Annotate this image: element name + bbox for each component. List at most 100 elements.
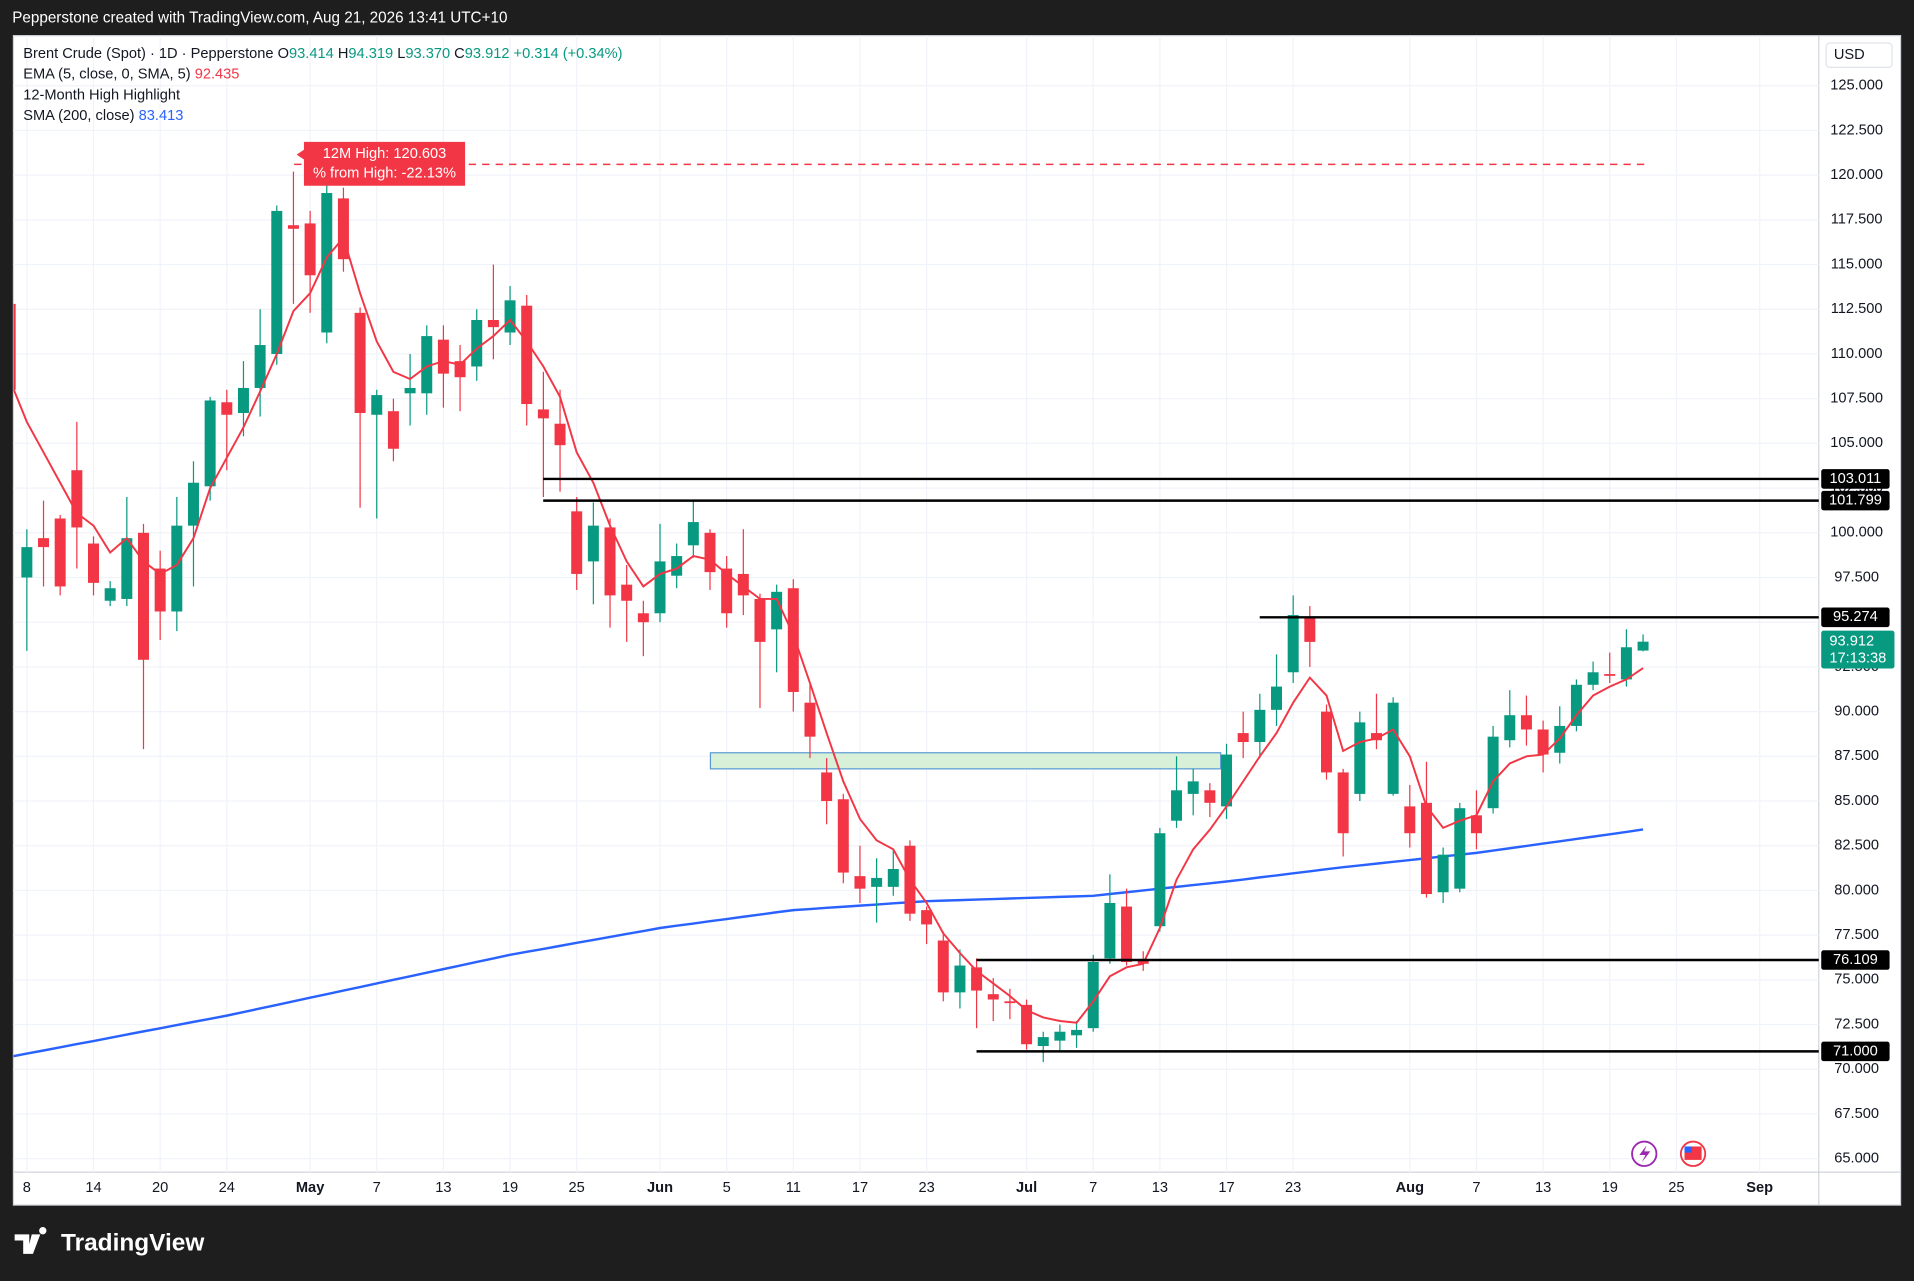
ohlc-value: 93.912	[465, 46, 510, 62]
brand-logo	[14, 1227, 47, 1254]
x-tick-label: 19	[1602, 1180, 1618, 1196]
currency-button[interactable]	[1825, 42, 1893, 69]
level-label: 103.011	[1830, 471, 1882, 487]
level-tag	[1821, 1041, 1890, 1062]
candle-body	[1054, 1031, 1066, 1041]
candle-body	[621, 584, 633, 601]
candle-body	[787, 588, 799, 692]
x-tick-label: 8	[23, 1180, 31, 1196]
indicator-line	[13, 235, 1644, 1024]
sma-value: 83.413	[139, 108, 184, 124]
candle-body	[171, 525, 183, 612]
candle-body	[1087, 961, 1099, 1029]
ohlc-key: C	[454, 46, 465, 62]
candle-body	[1204, 790, 1216, 803]
candle-body	[321, 193, 333, 333]
x-tick-label: 11	[786, 1180, 801, 1196]
candle-body	[687, 522, 699, 546]
candle-body	[1154, 833, 1166, 927]
candle-body	[1337, 772, 1349, 834]
candle-body	[1321, 711, 1332, 773]
candle-body	[1504, 715, 1516, 741]
candle-body	[771, 591, 783, 630]
currency: USD	[1834, 47, 1865, 63]
y-tick-label: 112.500	[1831, 301, 1883, 317]
candle-body	[1437, 854, 1449, 893]
candle-body	[854, 876, 866, 889]
candle-body	[287, 225, 299, 229]
ohlc-key: L	[397, 46, 405, 62]
candle-body	[254, 345, 266, 388]
candle-body	[971, 967, 983, 991]
ema-name: EMA (5, close, 0, SMA, 5)	[23, 67, 190, 83]
plot	[13, 163, 1649, 1063]
candle-body	[1104, 902, 1116, 959]
candle-body	[1487, 736, 1499, 809]
ohlc-key: H	[338, 46, 349, 62]
x-tick-label: Jun	[647, 1180, 673, 1196]
candle-body	[1004, 1001, 1016, 1004]
candle-body	[587, 525, 599, 562]
header: Pepperstone created with TradingView.com…	[12, 10, 507, 27]
y-tick-label: 120.000	[1830, 167, 1883, 183]
x-tick-label: 7	[373, 1180, 381, 1196]
level-tag	[1821, 469, 1890, 489]
y-tick-label: 100.000	[1830, 525, 1883, 541]
candle-body	[837, 799, 849, 873]
candle-body	[954, 965, 966, 993]
x-tick-label: 20	[152, 1180, 168, 1196]
x-tick-label: 25	[569, 1180, 585, 1196]
candle-body	[38, 538, 50, 548]
candle-body	[1254, 709, 1266, 743]
candle-body	[1354, 722, 1366, 794]
x-tick-label: 17	[852, 1180, 868, 1196]
candle-body	[487, 319, 499, 328]
last-price: 93.912	[1829, 634, 1874, 650]
y-tick-label: 82.500	[1834, 838, 1879, 854]
candle-body	[1604, 674, 1616, 676]
candle-body	[13, 303, 16, 390]
x-tick-label: Sep	[1746, 1180, 1773, 1196]
legend-highlight: 12-Month High Highlight	[23, 87, 180, 103]
candle-body	[204, 400, 216, 487]
ohlc-value: 93.370	[405, 46, 450, 62]
y-tick-label: 105.000	[1830, 435, 1883, 451]
candle-body	[54, 518, 66, 587]
y-tick-label: 75.000	[1834, 972, 1879, 988]
candle-body	[754, 598, 766, 642]
candle-body	[1387, 702, 1399, 794]
candle-body	[1071, 1029, 1083, 1036]
x-tick-label: Jul	[1016, 1180, 1037, 1196]
candle-body	[1271, 686, 1283, 710]
x-tick-label: 24	[219, 1180, 235, 1196]
candle-body	[1637, 641, 1649, 651]
candle-body	[604, 527, 616, 596]
y-tick-label: 80.000	[1834, 882, 1879, 898]
y-tick-label: 122.500	[1830, 122, 1883, 138]
candle-body	[1454, 808, 1466, 889]
legend-title: Brent Crude (Spot) · 1D · Pepperstone O9…	[23, 46, 622, 62]
x-tick-label: 23	[1285, 1180, 1301, 1196]
zone	[709, 752, 1222, 770]
candle-body	[337, 198, 349, 260]
candle-body	[404, 387, 416, 394]
high-sublabel: % from High: -22.13%	[313, 165, 456, 181]
candle-body	[1187, 781, 1199, 794]
x-tick-label: May	[296, 1180, 325, 1196]
high-label-box	[296, 141, 466, 186]
candle-body	[304, 223, 316, 276]
candle-body	[671, 556, 683, 576]
candle-body	[871, 877, 883, 887]
x-tick-label: 13	[1152, 1180, 1168, 1196]
candle-body	[504, 300, 516, 333]
candle-body	[21, 547, 33, 578]
candle-body	[1287, 615, 1299, 673]
candle-body	[521, 305, 533, 405]
candle-body	[1171, 790, 1183, 821]
y-tick-label: 85.000	[1834, 793, 1879, 809]
candle-body	[88, 543, 99, 583]
candle-body	[554, 423, 566, 446]
candle-body	[387, 411, 399, 449]
x-tick-label: 14	[85, 1180, 101, 1196]
